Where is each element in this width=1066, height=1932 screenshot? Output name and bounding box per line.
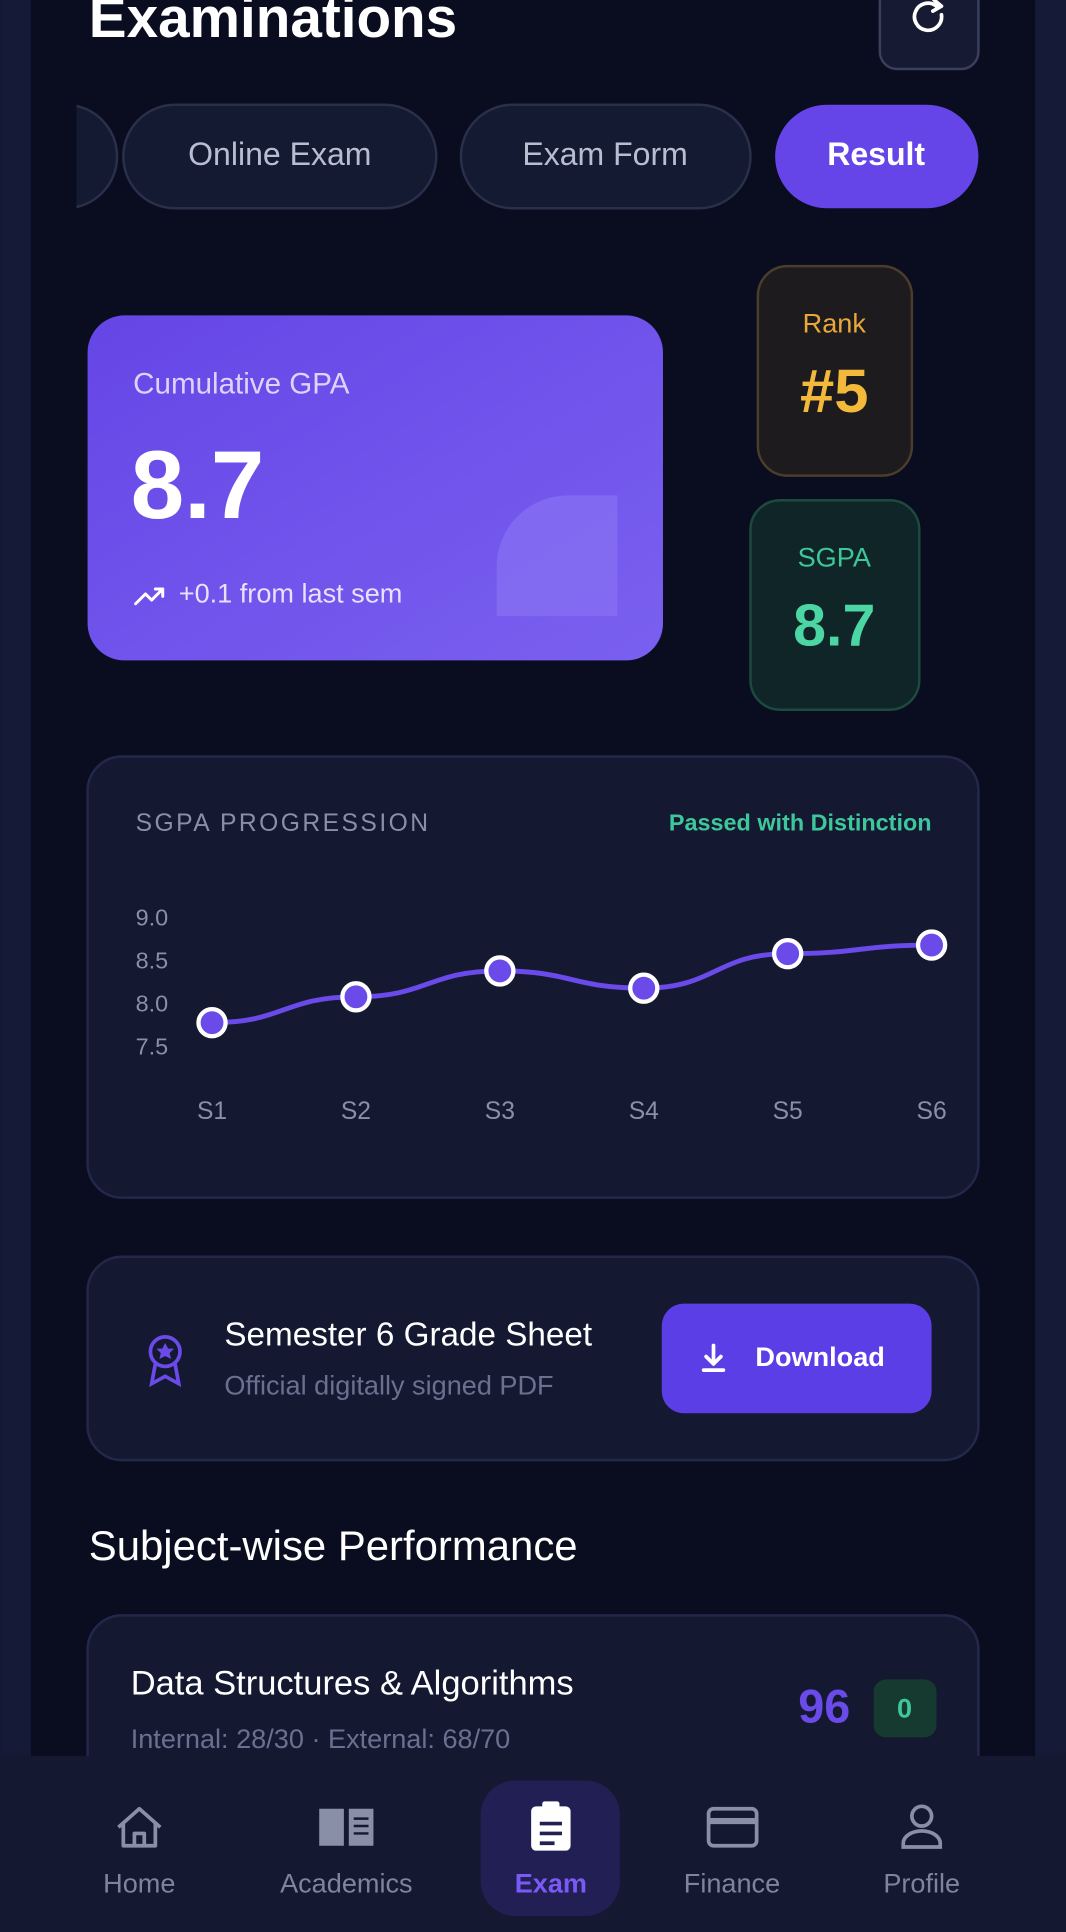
x-tick-label: S3	[485, 1098, 515, 1125]
subject-detail: Internal: 28/30 · External: 68/70	[131, 1723, 511, 1754]
download-label: Download	[755, 1341, 884, 1372]
nav-label: Academics	[280, 1867, 413, 1898]
nav-academics[interactable]: Academics	[280, 1808, 413, 1899]
x-tick-label: S5	[773, 1098, 803, 1125]
section-heading: Subject-wise Performance	[89, 1522, 578, 1569]
subject-score: 96	[798, 1681, 850, 1733]
sgpa-point	[340, 981, 372, 1013]
subject-badge: 0	[897, 1692, 912, 1723]
tab-label: Exam Form	[522, 136, 687, 172]
nav-label: Finance	[684, 1867, 780, 1898]
nav-label: Profile	[883, 1867, 960, 1898]
rank-label: Rank	[803, 307, 867, 338]
chart-card: SGPA PROGRESSION Passed with Distinction…	[86, 755, 980, 1199]
chart-title: SGPA PROGRESSION	[136, 810, 431, 837]
chart-annotation: Passed with Distinction	[669, 809, 932, 835]
grade-sheet-card: Semester 6 Grade Sheet Official digitall…	[86, 1255, 980, 1462]
x-tick-label: S4	[629, 1098, 659, 1125]
y-tick-label: 9.0	[136, 904, 169, 930]
grade-sheet-subtitle: Official digitally signed PDF	[224, 1370, 553, 1401]
sgpa-card: SGPA 8.7	[749, 499, 921, 711]
gpa-card: Cumulative GPA 8.7 +0.1 from last sem	[87, 315, 663, 661]
x-tick-label: S2	[341, 1098, 371, 1125]
sgpa-value: 8.7	[793, 591, 875, 658]
tab[interactable]: Exam Form	[459, 103, 752, 210]
sgpa-point	[915, 929, 948, 961]
subject-name: Data Structures & Algorithms	[131, 1665, 574, 1703]
tab-partial[interactable]	[76, 104, 119, 209]
nav-home[interactable]: Home	[103, 1806, 175, 1899]
nav-profile[interactable]: Profile	[883, 1804, 960, 1898]
tab[interactable]: Online Exam	[122, 103, 438, 210]
rank-card: Rank #5	[756, 264, 914, 477]
sgpa-point	[628, 972, 660, 1004]
x-tick-label: S6	[917, 1098, 947, 1125]
y-tick-label: 8.0	[136, 991, 169, 1017]
y-tick-label: 7.5	[136, 1034, 169, 1060]
x-tick-label: S1	[197, 1098, 227, 1125]
nav-label: Exam	[515, 1867, 587, 1898]
nav-exam-active[interactable]: Exam	[480, 1780, 620, 1916]
nav-label: Home	[103, 1867, 175, 1898]
rank-value: #5	[800, 357, 869, 426]
refresh-button[interactable]	[878, 0, 980, 71]
grade-sheet-title: Semester 6 Grade Sheet	[224, 1317, 592, 1354]
sgpa-point	[771, 937, 804, 970]
gpa-trend: +0.1 from last sem	[179, 577, 403, 608]
page-title: Examinations	[89, 0, 457, 50]
sgpa-point	[484, 955, 516, 987]
y-tick-label: 8.5	[136, 947, 169, 973]
tab-active[interactable]: Result	[775, 104, 979, 209]
tab-label: Result	[827, 136, 925, 172]
download-button[interactable]: Download	[661, 1303, 932, 1414]
sgpa-label: SGPA	[798, 542, 872, 573]
sgpa-point	[196, 1006, 228, 1039]
tab-label: Online Exam	[188, 136, 371, 172]
award-icon	[148, 1335, 182, 1388]
bottom-nav: Home Academics Exam Finance Profile	[0, 1755, 1066, 1932]
gpa-label: Cumulative GPA	[133, 367, 350, 400]
gpa-value: 8.7	[131, 432, 265, 539]
nav-finance[interactable]: Finance	[684, 1806, 780, 1899]
